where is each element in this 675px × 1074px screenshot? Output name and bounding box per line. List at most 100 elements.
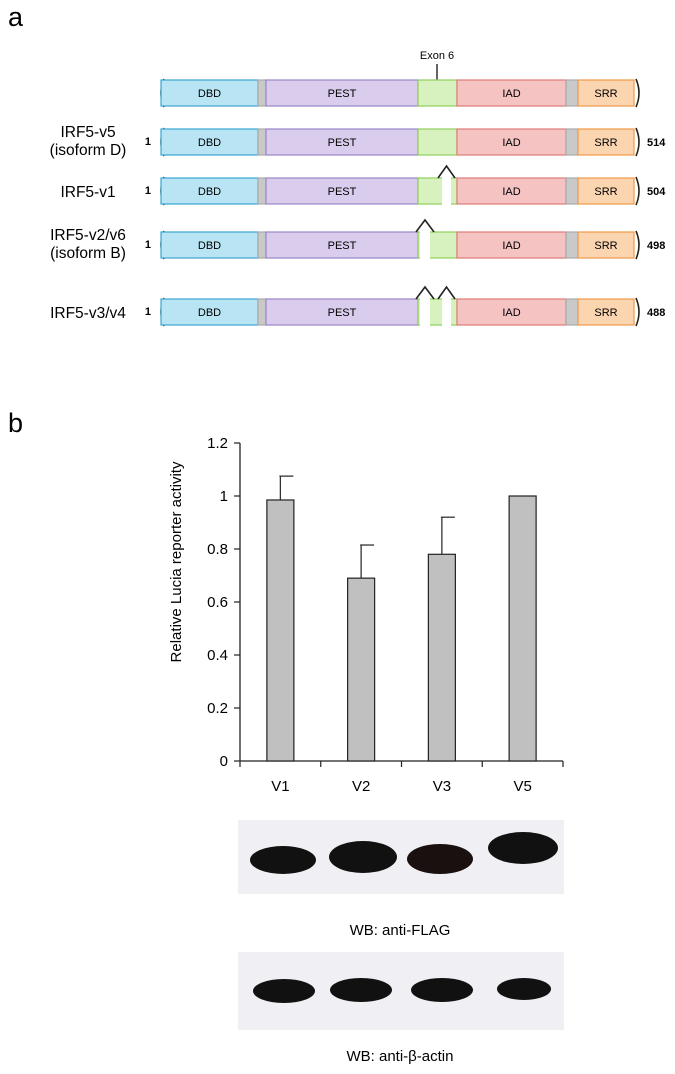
dbd-label: DBD (198, 307, 221, 319)
c-terminus-cap (635, 127, 640, 157)
iad-label: IAD (502, 137, 520, 149)
y-tick-label: 1 (220, 488, 228, 505)
iad-domain (456, 79, 567, 107)
iad-domain (456, 177, 567, 205)
panel-b-letter: b (8, 408, 23, 438)
pest-domain (265, 177, 419, 205)
pest-domain (265, 79, 419, 107)
linker-segment (565, 177, 579, 205)
dbd-label: DBD (198, 88, 221, 100)
linker-segment (565, 231, 579, 259)
bar (266, 499, 295, 762)
iad-label: IAD (502, 88, 520, 100)
end-residue: 498 (647, 240, 665, 252)
start-residue: 1 (145, 185, 151, 197)
wb-flag-band (488, 832, 558, 864)
y-tick-label: 0 (220, 753, 228, 770)
wb-flag-blot (238, 820, 564, 894)
wb-flag-band (407, 844, 473, 874)
srr-label: SRR (594, 307, 617, 319)
c-terminus-cap (635, 176, 640, 206)
start-residue: 1 (145, 136, 151, 148)
isoform-row-v1: DBD PEST IAD SRR IRF5-v1 1 504 (60, 164, 666, 206)
linker-segment (565, 298, 579, 326)
srr-label: SRR (594, 137, 617, 149)
pest-domain (265, 128, 419, 156)
wb-actin-label: WB: anti-β-actin (347, 1048, 454, 1065)
splice-junction (415, 218, 435, 233)
linker-segment (257, 128, 267, 156)
iad-label: IAD (502, 186, 520, 198)
dbd-label: DBD (198, 186, 221, 198)
wb-actin-band (330, 978, 392, 1002)
isoform-row-v3: DBD PEST IAD SRR IRF5-v3/v4 1 488 (50, 285, 665, 327)
start-residue: 1 (145, 239, 151, 251)
isoform-name-line: IRF5-v3/v4 (50, 305, 126, 322)
pest-label: PEST (328, 186, 357, 198)
dbd-label: DBD (198, 240, 221, 252)
y-tick-label: 0.2 (207, 700, 228, 717)
dbd-domain (160, 128, 259, 156)
deleted-region (420, 231, 430, 259)
splice-junction (437, 285, 456, 300)
end-residue: 488 (647, 307, 665, 319)
end-residue: 504 (647, 186, 666, 198)
dbd-domain (160, 231, 259, 259)
isoform-name: IRF5-v3/v4 (50, 305, 126, 322)
splice-junction (437, 164, 456, 179)
srr-label: SRR (594, 186, 617, 198)
bar (347, 577, 376, 762)
bar (508, 495, 537, 762)
isoform-row-top: DBD PEST IAD SRR (160, 78, 640, 108)
srr-domain (577, 128, 635, 156)
srr-domain (577, 79, 635, 107)
wb-flag-band (250, 846, 316, 874)
pest-label: PEST (328, 307, 357, 319)
panel-a-letter: a (8, 2, 24, 32)
linker-segment (257, 79, 267, 107)
wb-actin-band (253, 979, 315, 1003)
linker-segment (257, 231, 267, 259)
y-tick-label: 0.8 (207, 541, 228, 558)
wb-actin-band (497, 978, 551, 1000)
srr-domain (577, 298, 635, 326)
iad-label: IAD (502, 307, 520, 319)
exon6-segment (417, 177, 458, 205)
y-tick-label: 1.2 (207, 435, 228, 452)
c-terminus-cap (635, 297, 640, 327)
linker-segment (565, 79, 579, 107)
isoform-name-line: IRF5-v2/v6 (50, 227, 126, 244)
isoform-row-v5: DBD PEST IAD SRR IRF5-v5 (isoform D) 1 514 (50, 124, 667, 159)
linker-segment (257, 298, 267, 326)
isoform-name-line: (isoform D) (50, 142, 127, 159)
exon6-label: Exon 6 (420, 50, 454, 62)
exon6-segment (417, 79, 458, 107)
isoform-row-v2: DBD PEST IAD SRR IRF5-v2/v6 (isoform B) 1 498 (50, 218, 665, 262)
exon6-marker: Exon 6 (420, 50, 454, 80)
iad-domain (456, 231, 567, 259)
isoform-name-line: IRF5-v1 (60, 184, 115, 201)
pest-label: PEST (328, 137, 357, 149)
isoform-name: IRF5-v2/v6 (isoform B) (50, 227, 126, 262)
linker-segment (257, 177, 267, 205)
start-residue: 1 (145, 306, 151, 318)
deleted-region (442, 177, 451, 205)
deleted-region (420, 298, 430, 326)
deleted-region (442, 298, 451, 326)
isoform-name: IRF5-v5 (isoform D) (50, 124, 127, 159)
splice-junction (415, 285, 435, 300)
bar-chart: 0 0.2 0.4 0.6 0.8 1 1.2 V1 V2 V3 V5 Relative Lucia … (168, 435, 564, 795)
pest-label: PEST (328, 240, 357, 252)
x-tick-label: V1 (271, 778, 289, 795)
y-axis-label: Relative Lucia reporter activity (168, 461, 185, 662)
srr-domain (577, 231, 635, 259)
dbd-label: DBD (198, 137, 221, 149)
y-tick-label: 0.6 (207, 594, 228, 611)
c-terminus-cap (635, 78, 640, 108)
dbd-domain (160, 298, 259, 326)
isoform-name: IRF5-v1 (60, 184, 115, 201)
bar (427, 553, 456, 762)
wb-actin-blot (238, 952, 564, 1030)
